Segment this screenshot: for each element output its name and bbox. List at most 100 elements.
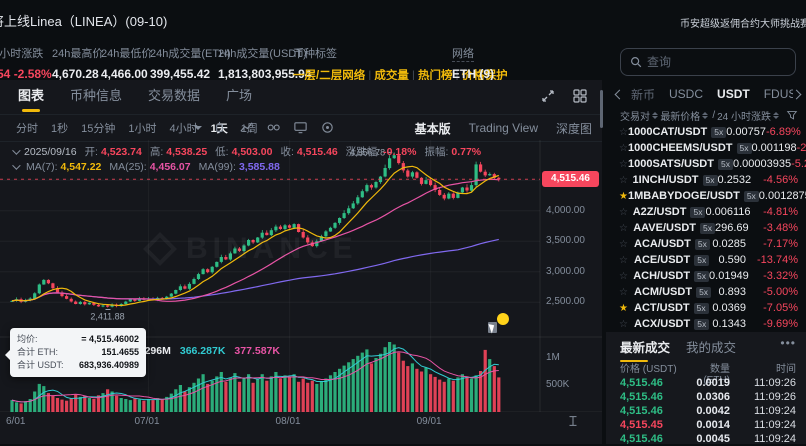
tab-广场[interactable]: 广场 (226, 88, 253, 103)
stat-1: 24h最高价 4,670.28 (52, 48, 104, 81)
filter-icon[interactable] (786, 109, 798, 121)
timeframe-1天[interactable]: 1天 (210, 123, 228, 135)
pair-row[interactable]: ☆ ACH/USDT 5x 0.01949 -3.32% (606, 268, 806, 284)
pair-row[interactable]: ☆ AAVE/USDT 5x 296.69 -3.48% (606, 220, 806, 236)
search-box[interactable] (620, 48, 796, 76)
star-outline-icon[interactable]: ☆ (619, 126, 628, 138)
timeframe-15分钟[interactable]: 15分钟 (81, 123, 116, 135)
timeframe-dropdown-caret[interactable] (194, 126, 202, 130)
leverage-badge: 5x (711, 126, 727, 138)
leverage-badge: 5x (696, 286, 712, 298)
market-tab-新币[interactable]: 新币 (631, 87, 656, 102)
pair-name: 1000CHEEMS/USDT (627, 142, 733, 154)
market-tab-FDUSD[interactable]: FDUSD (763, 87, 793, 101)
price-tick: 3,500.00 (546, 235, 585, 246)
tag-link[interactable]: 价格保护 (461, 70, 508, 82)
star-outline-icon[interactable]: ☆ (619, 286, 628, 298)
chart-style-icon[interactable] (212, 120, 227, 135)
tag-link[interactable]: 一层/二层网络 (293, 70, 366, 82)
stat-4: 24h成交量(USDT) 1,813,803,955.94 (218, 48, 312, 81)
stat-2: 24h最低价 4,466.00 (101, 48, 153, 81)
chevron-left-icon[interactable] (614, 89, 625, 99)
star-outline-icon[interactable]: ☆ (619, 318, 628, 330)
sort-pair[interactable]: 交易对 (620, 111, 650, 123)
more-icon[interactable]: ••• (780, 336, 796, 350)
pair-row[interactable]: ☆ A2Z/USDT 5x 0.006116 -4.81% (606, 204, 806, 220)
candlestick-chart[interactable]: 4,956.78 2,411.88 (0, 140, 602, 412)
sort-price[interactable]: 最新价格 (660, 111, 701, 123)
timeframe-分时[interactable]: 分时 (16, 123, 38, 135)
trade-time: 11:09:24 (753, 433, 796, 445)
pair-price: 0.001198 (751, 142, 797, 154)
trades-panel: 最新成交 我的成交 ••• 价格 (USDT) 数量 (ETH) 时间 4,515… (606, 332, 806, 445)
star-outline-icon[interactable]: ☆ (619, 142, 628, 154)
promo-banner[interactable]: 币安超级返佣合约大师挑战赛 (680, 19, 806, 30)
star-outline-icon[interactable]: ☆ (619, 206, 628, 218)
network-select[interactable]: ETH (9) (452, 67, 494, 81)
star-outline-icon[interactable]: ☆ (619, 238, 628, 250)
star-outline-icon[interactable]: ☆ (619, 174, 628, 186)
timeframe-1秒[interactable]: 1秒 (51, 123, 69, 135)
pair-change: -5.20% (791, 158, 806, 170)
tag-link[interactable]: 成交量 (374, 70, 409, 82)
star-outline-icon[interactable]: ☆ (619, 270, 628, 282)
vertical-scrollbar[interactable] (600, 90, 603, 128)
star-outline-icon[interactable]: ☆ (619, 254, 628, 266)
price-tick: 2,500.00 (546, 296, 585, 307)
pair-change: -4.56% (763, 174, 798, 186)
stats-bar: 24小时涨跌9.54 -2.58%24h最高价4,670.2824h最低价4,4… (0, 34, 600, 82)
tab-交易数据[interactable]: 交易数据 (148, 88, 201, 103)
market-tab-USDT[interactable]: USDT (717, 87, 750, 101)
pair-row[interactable]: ☆ ACM/USDT 5x 0.893 -5.00% (606, 284, 806, 300)
chart-tabs-row: 图表 币种信息 交易数据 广场 (0, 80, 602, 115)
timeframe-1小时[interactable]: 1小时 (128, 123, 157, 135)
pair-price: 296.69 (714, 222, 749, 234)
leverage-badge: 5x (694, 254, 710, 266)
pair-row[interactable]: ☆ ACA/USDT 5x 0.0285 -7.17% (606, 236, 806, 252)
star-outline-icon[interactable]: ☆ (619, 158, 628, 170)
trade-time: 11:09:24 (753, 405, 796, 417)
timeframe-1周[interactable]: 1周 (240, 123, 258, 135)
star-filled-icon[interactable]: ★ (619, 190, 628, 202)
pair-row[interactable]: ★ ACT/USDT 5x 0.0369 -7.05% (606, 300, 806, 316)
time-axis[interactable]: 6/01 07/01 08/01 09/01 (0, 412, 602, 432)
sort-change[interactable]: 24 小时涨跌 (717, 111, 771, 123)
market-tabs: 新币USDCUSDTFDUSDBNB (606, 84, 806, 104)
chevron-right-icon[interactable] (791, 89, 802, 99)
trades-tabs: 最新成交 我的成交 (620, 337, 736, 362)
multichart-icon[interactable] (293, 120, 308, 135)
tab-图表[interactable]: 图表 (18, 80, 44, 114)
announcement-title[interactable]: 将上线Linea（LINEA）(09-10) (0, 14, 168, 29)
tab-币种信息[interactable]: 币种信息 (70, 88, 123, 103)
mode-基本版[interactable]: 基本版 (414, 121, 451, 136)
star-filled-icon[interactable]: ★ (619, 302, 628, 314)
expand-icon[interactable] (540, 88, 556, 104)
time-tick: 08/01 (275, 416, 301, 427)
stat-0: 24小时涨跌9.54 -2.58% (0, 48, 52, 81)
layout-grid-icon[interactable] (572, 88, 588, 104)
pair-row[interactable]: ☆ ACE/USDT 5x 0.590 -13.74% (606, 252, 806, 268)
compare-icon[interactable] (266, 120, 281, 135)
axis-scale-icon[interactable] (566, 414, 580, 428)
market-tab-USDC[interactable]: USDC (669, 87, 704, 101)
volume-tick: 1M (546, 352, 560, 363)
timeframe-4小时[interactable]: 4小时 (169, 123, 198, 135)
trades-tab-我的成交[interactable]: 我的成交 (686, 341, 737, 355)
mode-深度图[interactable]: 深度图 (555, 121, 592, 136)
pair-row[interactable]: ☆ ACX/USDT 5x 0.1343 -9.69% (606, 316, 806, 332)
trade-price: 4,515.46 (620, 391, 663, 403)
star-outline-icon[interactable]: ☆ (619, 222, 628, 234)
pair-row[interactable]: ☆ 1INCH/USDT 5x 0.2532 -4.56% (606, 172, 806, 188)
tag-link[interactable]: 热门榜 (417, 70, 453, 82)
pair-row[interactable]: ☆ 1000CAT/USDT 5x 0.00757 -6.89% (606, 124, 806, 140)
pair-price: 0.01949 (709, 270, 749, 282)
mode-Trading View[interactable]: Trading View (468, 121, 538, 135)
trades-tab-最新成交[interactable]: 最新成交 (620, 337, 670, 362)
target-icon[interactable] (320, 120, 335, 135)
search-input[interactable] (643, 54, 795, 70)
leverage-badge: 5x (693, 302, 709, 314)
indicator-icon[interactable] (239, 120, 254, 135)
